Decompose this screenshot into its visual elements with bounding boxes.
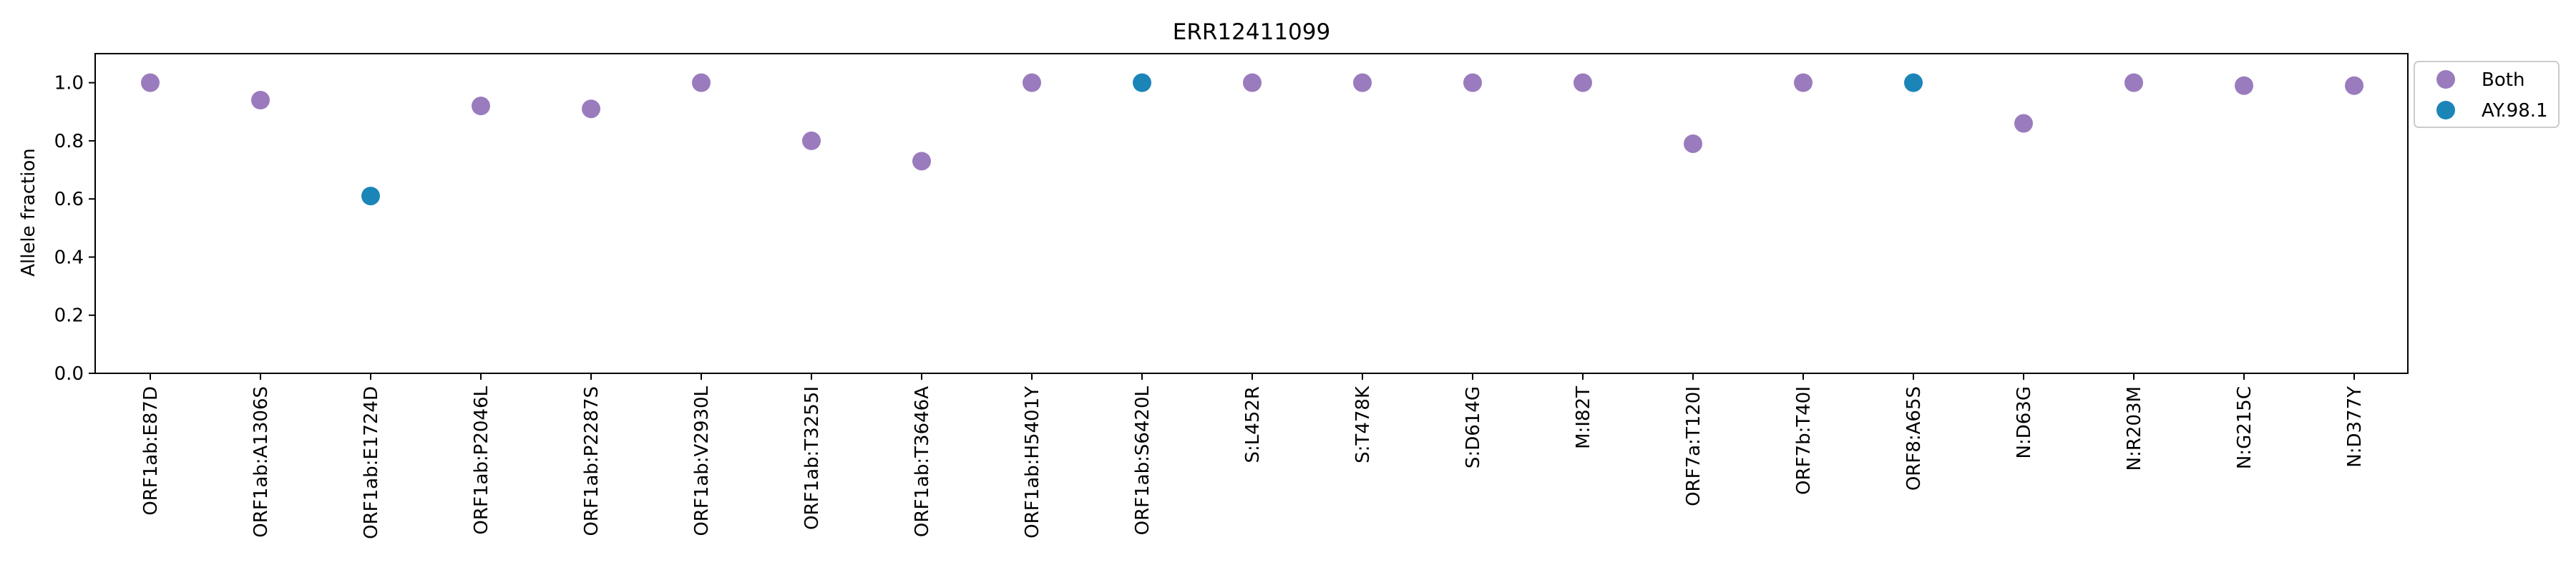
x-axis: ORF1ab:E87D ORF1ab:A1306S ORF1ab:E1724D ORF…	[140, 373, 2366, 539]
data-point-both	[2345, 76, 2363, 95]
x-tick-label: N:G215C	[2234, 386, 2255, 469]
y-axis: 0.0 0.2 0.4 0.6 0.8 1.0	[54, 73, 95, 385]
y-tick-label: 0.8	[54, 131, 84, 152]
data-point-both	[1023, 73, 1041, 92]
data-point-both	[1463, 73, 1482, 92]
legend: Both AY.98.1	[2414, 61, 2560, 128]
data-point-both	[1243, 73, 1262, 92]
x-tick-label: ORF7b:T40I	[1793, 386, 1815, 495]
data-point-both	[802, 131, 821, 150]
data-point-both	[2235, 76, 2253, 95]
data-point-both	[472, 97, 490, 116]
data-point-both	[251, 91, 270, 110]
x-tick-label: S:D614G	[1463, 386, 1484, 468]
plot-area-frame	[94, 53, 2409, 374]
x-tick-label: N:R203M	[2124, 386, 2145, 471]
y-tick-label: 1.0	[54, 73, 84, 94]
data-point-both	[2014, 114, 2033, 133]
data-point-both	[692, 73, 711, 92]
y-axis-title: Allele fraction	[18, 148, 39, 277]
x-tick-label: ORF1ab:E1724D	[361, 386, 382, 539]
y-tick-label: 0.4	[54, 247, 84, 268]
x-tick-label: ORF1ab:S6420L	[1132, 385, 1153, 535]
data-point-both	[582, 99, 600, 119]
data-point-both	[1684, 134, 1702, 153]
data-point-ay-98-1	[1904, 73, 1923, 92]
x-tick-label: ORF7a:T120I	[1683, 386, 1704, 506]
x-tick-label: S:T478K	[1352, 385, 1374, 463]
data-points	[141, 73, 2363, 206]
x-tick-label: ORF1ab:E87D	[140, 386, 162, 516]
x-tick-label: ORF1ab:A1306S	[250, 386, 272, 538]
chart-title: ERR12411099	[1173, 19, 1330, 45]
x-tick-label: ORF1ab:T3646A	[912, 386, 933, 537]
x-tick-label: N:D63G	[2014, 386, 2035, 458]
legend-marker	[2436, 70, 2455, 89]
x-tick-label: ORF1ab:H5401Y	[1022, 386, 1043, 539]
legend-label: AY.98.1	[2482, 100, 2548, 122]
data-point-both	[2124, 73, 2143, 92]
x-tick-label: M:I82T	[1573, 386, 1594, 449]
x-tick-label: ORF1ab:T3255I	[801, 386, 823, 530]
x-tick-label: ORF8:A65S	[1903, 386, 1925, 491]
x-tick-label: ORF1ab:V2930L	[691, 385, 713, 536]
legend-marker	[2436, 101, 2455, 119]
data-point-both	[912, 152, 931, 171]
y-tick-label: 0.6	[54, 189, 84, 210]
y-tick-label: 0.2	[54, 305, 84, 327]
x-tick-label: N:D377Y	[2344, 386, 2366, 468]
legend-label: Both	[2482, 69, 2524, 91]
data-point-both	[1574, 73, 1592, 92]
x-tick-label: S:L452R	[1242, 386, 1264, 463]
data-point-ay-98-1	[1133, 73, 1151, 92]
x-tick-label: ORF1ab:P2046L	[471, 385, 492, 534]
x-tick-label: ORF1ab:P2287S	[581, 386, 602, 536]
data-point-ay-98-1	[361, 187, 380, 206]
data-point-both	[1794, 73, 1813, 92]
data-point-both	[141, 73, 160, 92]
y-tick-label: 0.0	[54, 363, 84, 385]
data-point-both	[1353, 73, 1372, 92]
